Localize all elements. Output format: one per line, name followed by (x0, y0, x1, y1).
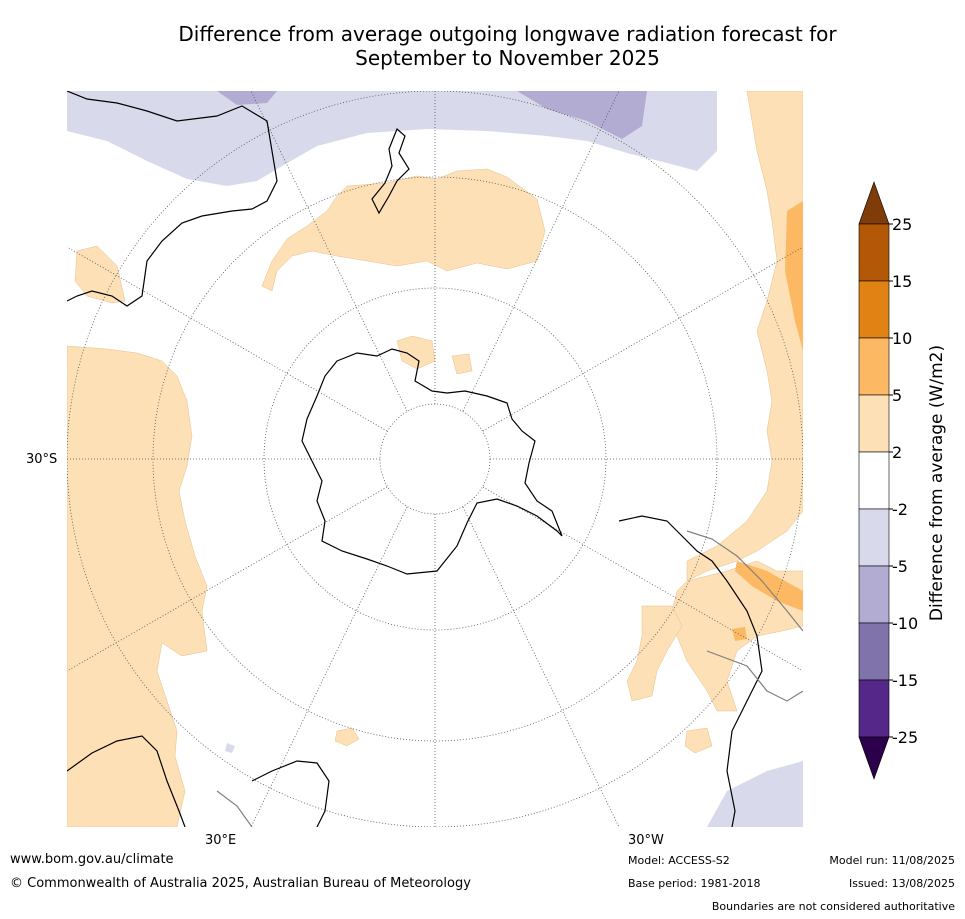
negative-anomaly-regions-strong (217, 91, 647, 139)
footer-disclaimer: Boundaries are not considered authoritat… (711, 900, 955, 913)
footer-base-period: Base period: 1981-2018 (628, 877, 761, 890)
coastlines (67, 91, 763, 827)
colorbar-title: Difference from average (W/m2) (927, 344, 947, 622)
south-america-boundary-2 (706, 650, 803, 702)
positive-anomaly-regions (67, 91, 803, 827)
lat-circle-45s (152, 176, 718, 742)
pos-strong-speck (732, 627, 747, 641)
chart-title: Difference from average outgoing longwav… (0, 22, 965, 70)
south-america-boundary (686, 530, 803, 632)
colorbar-tick-label: -5 (892, 557, 908, 576)
colorbar-tick-label: -25 (892, 728, 918, 747)
colorbar-extend-bottom (858, 736, 890, 780)
polar-map (67, 91, 803, 827)
colorbar-tick-label: -15 (892, 671, 918, 690)
meridian-30e (250, 506, 408, 827)
colorbar-bin (858, 622, 890, 681)
graticule (67, 91, 803, 827)
label-30s: 30°S (26, 452, 58, 467)
neg-speck (225, 743, 235, 753)
colorbar-tick-label: 5 (892, 386, 902, 405)
colorbar-tick-label: 10 (892, 329, 912, 348)
meridian-150w (462, 91, 620, 412)
colorbar-bin (858, 394, 890, 453)
new-zealand-coast (371, 127, 410, 215)
neg-region-top (67, 91, 717, 186)
colorbar: 25 15 10 5 2 -2 -5 -10 -15 -25 (855, 180, 965, 790)
pos-strong-east (785, 201, 803, 351)
pos-strong-south-america (735, 561, 803, 611)
country-boundaries (216, 530, 803, 827)
lat-circle-75s (379, 403, 491, 515)
title-line-2: September to November 2025 (355, 46, 660, 70)
colorbar-bin (858, 508, 890, 567)
meridian-150e (250, 91, 408, 412)
colorbar-extend-top (858, 181, 890, 225)
colorbar-bin (858, 565, 890, 624)
neg-region-top-strong (517, 91, 647, 139)
colorbar-tick-label: 25 (892, 215, 912, 234)
meridian-30w (462, 506, 620, 827)
footer-copyright: © Commonwealth of Australia 2025, Austra… (10, 876, 471, 891)
colorbar-tick-label: 15 (892, 272, 912, 291)
pos-region-antarctic-peninsula (396, 335, 436, 370)
australia-coast (67, 91, 278, 307)
pos-region-south-atlantic (626, 605, 683, 702)
colorbar-svg: 25 15 10 5 2 -2 -5 -10 -15 -25 (858, 181, 918, 780)
footer-issued: Issued: 13/08/2025 (848, 877, 955, 890)
colorbar-tick-label: -2 (892, 500, 908, 519)
antarctica-coast (301, 348, 563, 575)
pos-region-west-atlantic-indian (67, 345, 208, 827)
africa-coast (67, 735, 186, 827)
colorbar-bin (858, 451, 890, 510)
colorbar-bin (858, 679, 890, 738)
neg-region-top-left-strong (217, 91, 277, 105)
neg-region-bottom-right (707, 761, 803, 827)
negative-anomaly-regions (67, 91, 803, 827)
pos-region-east (686, 91, 803, 582)
footer-model-run: Model run: 11/08/2025 (829, 854, 955, 867)
colorbar-bin (858, 337, 890, 396)
colorbar-tick-label: -10 (892, 614, 918, 633)
pos-speck-3 (451, 353, 473, 375)
pos-region-west-small (74, 245, 126, 304)
africa-boundary (216, 790, 253, 827)
pos-speck-1 (334, 727, 360, 747)
colorbar-bin (858, 223, 890, 282)
pos-speck-2 (684, 727, 713, 754)
footer-model: Model: ACCESS-S2 (628, 854, 730, 867)
meridian-120w (482, 246, 803, 432)
pos-region-pacific (261, 168, 546, 292)
positive-anomaly-regions-strong (732, 201, 803, 641)
colorbar-bin (858, 280, 890, 339)
madagascar-coast (251, 760, 330, 827)
lat-circle-60s (263, 287, 607, 631)
label-30w: 30°W (628, 833, 664, 848)
south-america-coast (618, 515, 763, 827)
map-svg (67, 91, 803, 827)
title-line-1: Difference from average outgoing longwav… (178, 22, 837, 46)
footer-website[interactable]: www.bom.gov.au/climate (10, 852, 174, 867)
label-30e: 30°E (205, 833, 237, 848)
colorbar-tick-label: 2 (892, 443, 902, 462)
